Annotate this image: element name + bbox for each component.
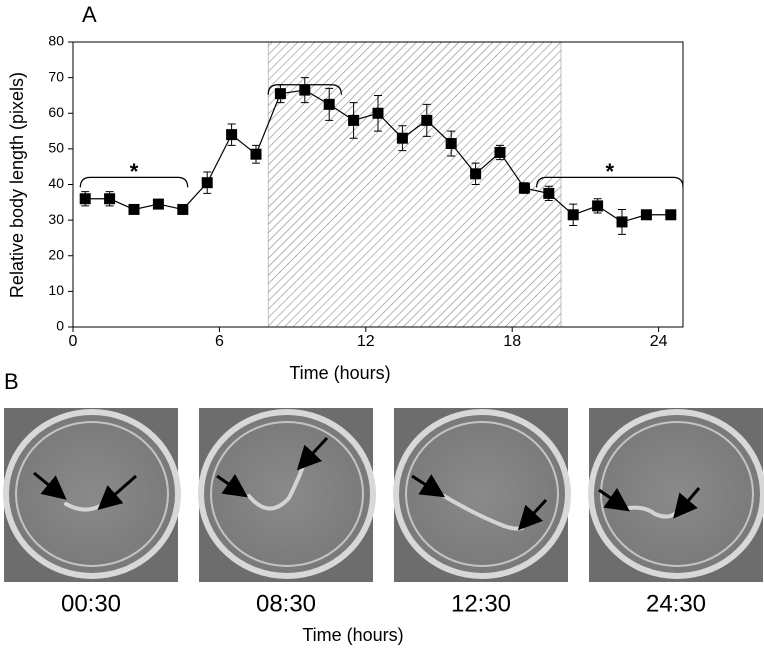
specimen	[442, 494, 524, 531]
panel-label: A	[82, 2, 97, 27]
bracket	[536, 176, 684, 188]
data-point	[470, 168, 482, 180]
significance-label: *	[606, 159, 615, 184]
dish-rim	[405, 421, 559, 567]
y-tick-label: 40	[48, 175, 64, 191]
y-tick-label: 80	[48, 33, 64, 49]
dish	[3, 409, 181, 579]
data-point	[250, 148, 262, 160]
y-tick-label: 0	[56, 318, 64, 334]
frame-image	[198, 408, 376, 582]
dish	[198, 409, 376, 579]
frame-image	[588, 408, 764, 582]
image-row: 00:30 08:30 12:30 24:30	[3, 408, 764, 617]
shaded-region	[267, 41, 562, 328]
data-point	[152, 198, 164, 210]
data-point	[616, 216, 628, 228]
data-point	[299, 84, 311, 96]
x-tick-label: 18	[503, 333, 521, 350]
x-tick-label: 6	[215, 333, 224, 350]
arrow	[97, 474, 137, 510]
data-point	[543, 187, 555, 199]
frame-caption: 12:30	[451, 590, 511, 617]
data-point	[567, 209, 579, 221]
data-point	[201, 177, 213, 189]
data-point	[640, 209, 652, 221]
bracket	[79, 176, 189, 188]
data-point	[323, 98, 335, 110]
arrow	[216, 473, 248, 498]
arrow	[598, 487, 630, 512]
data-point	[494, 146, 506, 158]
x-axis-label: Time (hours)	[289, 363, 390, 383]
data-point	[665, 209, 677, 221]
frame-caption: 24:30	[646, 590, 706, 617]
data-point	[79, 193, 91, 205]
arrow	[411, 474, 446, 498]
dish	[393, 409, 571, 579]
data-point	[177, 203, 189, 215]
data-point	[274, 88, 286, 100]
y-tick-label: 20	[48, 246, 64, 262]
arrow	[673, 487, 701, 519]
arrow	[517, 498, 548, 531]
specimen	[247, 464, 305, 511]
data-point	[396, 132, 408, 144]
x-tick-label: 12	[357, 333, 375, 350]
frame-caption: 08:30	[256, 590, 316, 617]
y-tick-label: 70	[48, 68, 64, 84]
frame-image	[393, 408, 571, 582]
dish-rim	[600, 421, 754, 567]
data-point	[226, 129, 238, 141]
y-tick-label: 10	[48, 282, 64, 298]
significance-label: *	[130, 159, 139, 184]
data-point	[128, 203, 140, 215]
data-point	[104, 193, 116, 205]
data-point	[592, 200, 604, 212]
y-tick-label: 30	[48, 211, 64, 227]
arrow	[33, 471, 67, 500]
x-axis-label: Time (hours)	[302, 625, 403, 645]
data-point	[348, 114, 360, 126]
x-tick-label: 0	[69, 333, 78, 350]
dish-rim	[15, 421, 169, 567]
data-point	[421, 114, 433, 126]
frame-caption: 00:30	[61, 590, 121, 617]
specimen	[64, 502, 102, 512]
data-point	[445, 138, 457, 150]
dish-rim	[210, 421, 364, 567]
dish	[588, 409, 764, 579]
x-tick-label: 24	[650, 333, 668, 350]
arrow	[296, 436, 329, 471]
y-axis-label: Relative body length (pixels)	[7, 72, 27, 298]
y-tick-label: 60	[48, 104, 64, 120]
plot: 0 10 20 30 40 50 60 70 80 0 6 12 18 24 * *	[48, 33, 684, 350]
data-point	[518, 182, 530, 194]
y-tick-label: 50	[48, 140, 64, 156]
data-point	[372, 107, 384, 119]
specimen	[627, 505, 679, 519]
panel-label: B	[4, 369, 19, 394]
frame-image	[3, 408, 181, 582]
